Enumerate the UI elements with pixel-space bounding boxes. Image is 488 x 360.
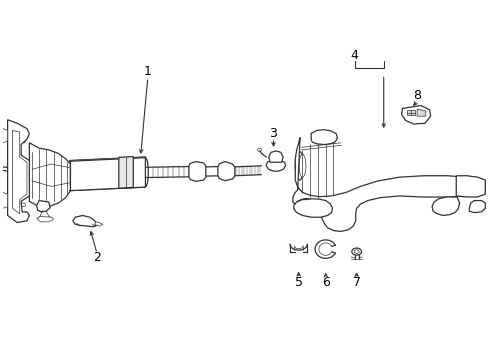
Polygon shape: [69, 157, 145, 162]
Polygon shape: [0, 129, 8, 143]
Polygon shape: [8, 120, 32, 222]
Polygon shape: [37, 201, 50, 212]
Text: 8: 8: [413, 89, 421, 102]
Circle shape: [195, 170, 199, 173]
Ellipse shape: [142, 157, 148, 187]
Text: 5: 5: [294, 276, 302, 289]
Polygon shape: [119, 157, 133, 188]
Polygon shape: [188, 162, 205, 181]
Polygon shape: [95, 222, 102, 226]
Text: 3: 3: [269, 127, 277, 140]
Polygon shape: [29, 143, 70, 207]
Polygon shape: [468, 201, 484, 213]
Polygon shape: [292, 138, 484, 231]
Circle shape: [353, 250, 358, 253]
Ellipse shape: [295, 152, 304, 180]
Polygon shape: [431, 197, 459, 215]
Polygon shape: [293, 199, 332, 217]
Polygon shape: [73, 215, 97, 227]
Polygon shape: [12, 130, 27, 214]
Polygon shape: [218, 162, 234, 181]
Ellipse shape: [302, 201, 324, 215]
Text: 7: 7: [352, 276, 360, 289]
Polygon shape: [0, 192, 8, 208]
Polygon shape: [407, 110, 414, 116]
Polygon shape: [401, 105, 430, 124]
Text: 4: 4: [350, 49, 358, 62]
Text: 2: 2: [93, 252, 101, 265]
Text: 1: 1: [143, 66, 151, 78]
Polygon shape: [265, 160, 285, 171]
Polygon shape: [37, 216, 53, 222]
Polygon shape: [310, 130, 337, 145]
Polygon shape: [455, 176, 484, 197]
Ellipse shape: [270, 163, 281, 169]
Circle shape: [47, 174, 53, 179]
Text: 6: 6: [321, 276, 329, 289]
Polygon shape: [268, 151, 283, 162]
Ellipse shape: [299, 154, 305, 177]
Polygon shape: [416, 109, 425, 116]
Ellipse shape: [306, 204, 319, 213]
Circle shape: [224, 170, 227, 172]
Polygon shape: [70, 158, 145, 191]
